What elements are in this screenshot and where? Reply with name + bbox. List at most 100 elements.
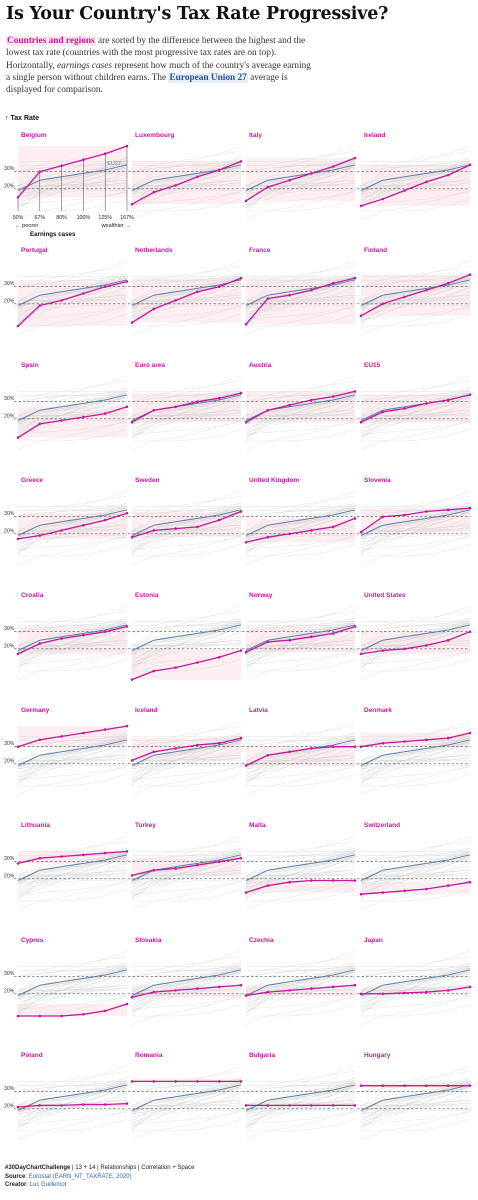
data-point bbox=[125, 625, 129, 628]
context-line bbox=[17, 988, 128, 993]
context-line bbox=[132, 296, 242, 305]
context-line bbox=[131, 190, 241, 203]
context-line bbox=[245, 869, 356, 881]
context-line bbox=[131, 739, 242, 782]
panel-romania: Romania bbox=[128, 1052, 243, 1140]
context-line bbox=[245, 306, 356, 320]
data-point bbox=[403, 189, 406, 192]
context-line bbox=[131, 535, 242, 565]
context-line bbox=[360, 852, 471, 878]
context-line bbox=[131, 413, 242, 418]
data-point bbox=[152, 868, 156, 872]
context-line bbox=[17, 639, 128, 651]
context-line bbox=[245, 856, 356, 883]
context-line bbox=[245, 754, 356, 766]
context-line bbox=[17, 394, 128, 437]
context-line bbox=[245, 281, 356, 308]
data-point bbox=[381, 891, 385, 894]
data-point bbox=[266, 185, 270, 189]
context-line bbox=[17, 1065, 128, 1118]
data-point bbox=[425, 288, 428, 292]
panel-title: Austria bbox=[249, 362, 272, 369]
panel-title: Cyprus bbox=[21, 937, 44, 944]
data-point bbox=[174, 405, 177, 409]
context-line bbox=[246, 641, 356, 650]
first-panel-annotations: 50% 67% 80% 100% 125% 167% EU27 ← poorer wealthi… bbox=[13, 146, 134, 238]
context-line bbox=[361, 1101, 471, 1110]
context-line bbox=[245, 950, 356, 1003]
range-band bbox=[246, 880, 355, 893]
context-line bbox=[18, 871, 128, 880]
context-line bbox=[131, 277, 242, 303]
context-line bbox=[245, 509, 356, 552]
series-line bbox=[131, 277, 242, 324]
context-line bbox=[17, 191, 128, 205]
context-line bbox=[131, 650, 241, 663]
context-line bbox=[131, 720, 242, 773]
data-point bbox=[403, 407, 406, 410]
panel-latvia: Latvia bbox=[242, 707, 357, 795]
context-line bbox=[131, 861, 242, 885]
data-point bbox=[125, 1102, 129, 1105]
panel-belgium: Belgium 20% 30% bbox=[4, 132, 129, 220]
data-point bbox=[217, 741, 221, 745]
context-line bbox=[132, 986, 242, 995]
series-line bbox=[131, 392, 242, 423]
context-line bbox=[131, 1103, 242, 1108]
data-point bbox=[152, 307, 156, 311]
context-line bbox=[360, 298, 471, 303]
context-line bbox=[245, 164, 356, 207]
context-line bbox=[17, 881, 128, 895]
context-line bbox=[245, 639, 356, 651]
data-point bbox=[353, 1104, 357, 1107]
panel-finland: Finland bbox=[357, 247, 472, 335]
series-line bbox=[245, 277, 356, 325]
eu27-line bbox=[131, 509, 242, 536]
context-line bbox=[17, 421, 128, 435]
y-axis-title-text: Tax Rate bbox=[10, 115, 40, 122]
poorer-label: ← poorer bbox=[15, 223, 38, 229]
data-point bbox=[288, 403, 291, 407]
creator-link[interactable]: Luc Guillemot bbox=[29, 1182, 67, 1188]
data-point bbox=[152, 669, 156, 673]
context-line bbox=[360, 720, 471, 773]
context-line bbox=[360, 1082, 471, 1108]
context-line bbox=[17, 1110, 127, 1123]
context-line bbox=[245, 535, 356, 565]
context-line bbox=[132, 1003, 242, 1017]
data-point bbox=[217, 985, 221, 989]
context-line bbox=[245, 179, 356, 191]
series-line bbox=[360, 507, 471, 533]
context-line bbox=[17, 507, 128, 533]
panel-title: Italy bbox=[249, 132, 262, 139]
context-line bbox=[17, 396, 128, 423]
context-line bbox=[17, 873, 128, 878]
context-line bbox=[131, 511, 242, 538]
context-line bbox=[245, 166, 356, 193]
context-line bbox=[360, 873, 471, 878]
context-line bbox=[361, 1003, 471, 1017]
source-link[interactable]: Eurostat (EARN_NT_TAXRATE, 2020) bbox=[28, 1173, 132, 1180]
context-line bbox=[361, 1118, 471, 1132]
data-point bbox=[38, 422, 42, 426]
context-line bbox=[17, 741, 128, 768]
panel-france: France bbox=[242, 247, 357, 335]
context-line bbox=[132, 756, 242, 765]
context-line bbox=[245, 277, 356, 303]
y-tick-label: 20% bbox=[4, 528, 15, 534]
context-line bbox=[17, 1087, 128, 1106]
context-line bbox=[245, 535, 355, 548]
context-line bbox=[131, 516, 242, 540]
context-line bbox=[360, 396, 471, 423]
context-line bbox=[131, 869, 242, 881]
context-line bbox=[131, 179, 242, 191]
context-line bbox=[131, 741, 242, 768]
series-line bbox=[17, 512, 128, 540]
context-line bbox=[360, 627, 471, 646]
eu27-line bbox=[17, 279, 128, 306]
data-point bbox=[130, 995, 134, 999]
y-tick-label: 20% bbox=[4, 873, 15, 879]
eu27-line bbox=[17, 394, 128, 421]
context-line bbox=[360, 1099, 471, 1111]
data-point bbox=[381, 302, 385, 306]
